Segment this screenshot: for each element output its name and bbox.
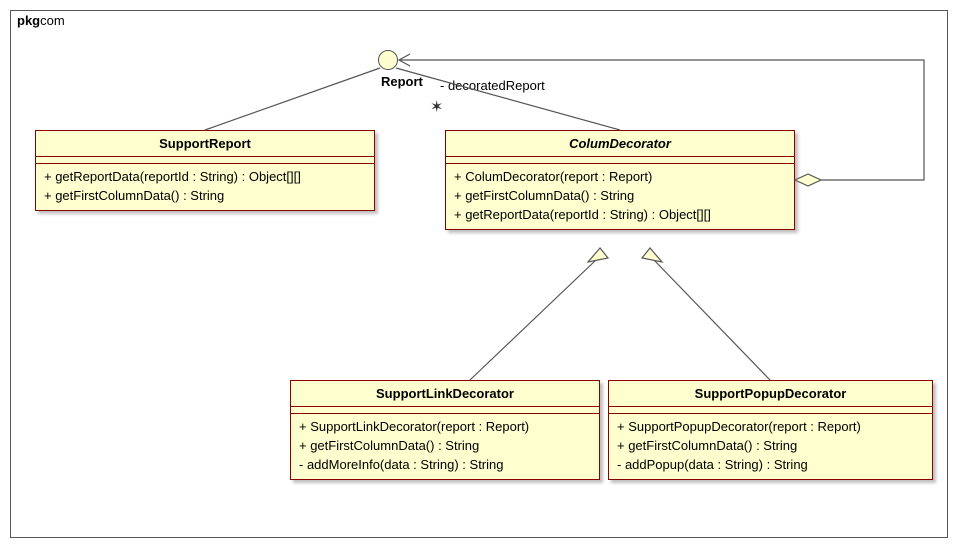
class-title: ColumDecorator <box>446 131 794 157</box>
class-ops: + SupportLinkDecorator(report : Report) … <box>291 414 599 479</box>
op: + getFirstColumnData() : String <box>299 437 591 456</box>
class-support-link-decorator: SupportLinkDecorator + SupportLinkDecora… <box>290 380 600 480</box>
op: + getReportData(reportId : String) : Obj… <box>454 206 786 225</box>
class-title: SupportLinkDecorator <box>291 381 599 407</box>
class-attrs <box>36 157 374 164</box>
op: + SupportPopupDecorator(report : Report) <box>617 418 924 437</box>
class-ops: + SupportPopupDecorator(report : Report)… <box>609 414 932 479</box>
report-interface-circle <box>378 50 398 70</box>
op: + ColumDecorator(report : Report) <box>454 168 786 187</box>
class-title: SupportReport <box>36 131 374 157</box>
op: - addPopup(data : String) : String <box>617 456 924 475</box>
op: + getFirstColumnData() : String <box>454 187 786 206</box>
op: + SupportLinkDecorator(report : Report) <box>299 418 591 437</box>
class-attrs <box>291 407 599 414</box>
class-ops: + getReportData(reportId : String) : Obj… <box>36 164 374 210</box>
op: + getReportData(reportId : String) : Obj… <box>44 168 366 187</box>
class-title: SupportPopupDecorator <box>609 381 932 407</box>
class-attrs <box>446 157 794 164</box>
class-colum-decorator: ColumDecorator + ColumDecorator(report :… <box>445 130 795 230</box>
class-attrs <box>609 407 932 414</box>
decorated-report-label: - decoratedReport <box>440 78 545 93</box>
class-ops: + ColumDecorator(report : Report) + getF… <box>446 164 794 229</box>
op: + getFirstColumnData() : String <box>44 187 366 206</box>
report-interface-label: Report <box>381 74 423 89</box>
pkg-name: com <box>40 13 65 28</box>
package-tab: pkgcom <box>10 10 108 30</box>
class-support-popup-decorator: SupportPopupDecorator + SupportPopupDeco… <box>608 380 933 480</box>
pkg-prefix: pkg <box>17 13 40 28</box>
op: - addMoreInfo(data : String) : String <box>299 456 591 475</box>
op: + getFirstColumnData() : String <box>617 437 924 456</box>
class-support-report: SupportReport + getReportData(reportId :… <box>35 130 375 211</box>
